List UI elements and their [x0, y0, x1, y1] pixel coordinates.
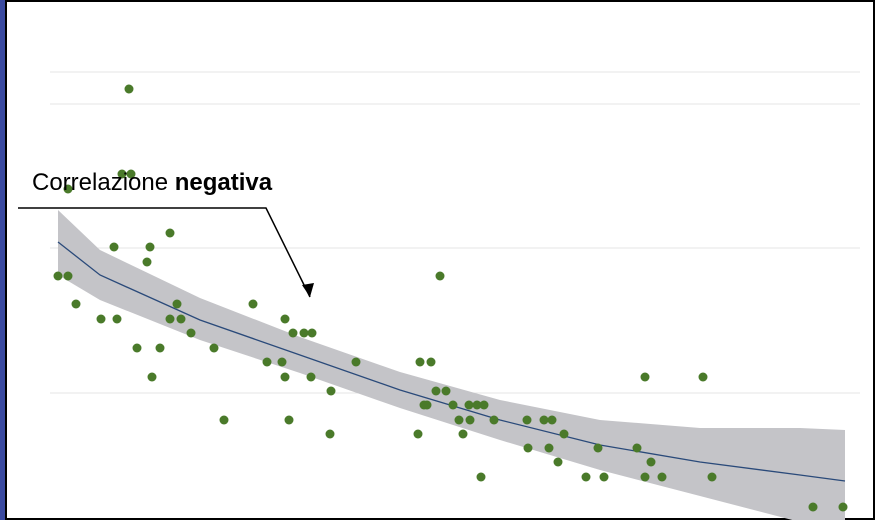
point — [172, 299, 182, 309]
annotation: Correlazione negativa — [32, 169, 273, 196]
annotation-text: Correlazione — [32, 169, 168, 196]
point — [593, 443, 603, 453]
point — [431, 386, 441, 396]
point — [145, 242, 155, 252]
point — [280, 372, 290, 382]
point — [96, 314, 106, 324]
point — [325, 429, 335, 439]
point — [413, 429, 423, 439]
point — [165, 314, 175, 324]
point — [186, 328, 196, 338]
point — [262, 357, 272, 367]
point — [646, 457, 656, 467]
point — [435, 271, 445, 281]
point — [326, 386, 336, 396]
point — [126, 169, 136, 179]
point — [109, 242, 119, 252]
annotation-arrow — [18, 207, 311, 298]
arrow-head — [302, 283, 314, 297]
point — [448, 400, 458, 410]
point — [553, 457, 563, 467]
point — [53, 271, 63, 281]
point — [71, 299, 81, 309]
point — [419, 400, 429, 410]
point — [306, 372, 316, 382]
point — [441, 386, 451, 396]
point — [476, 472, 486, 482]
point — [489, 415, 499, 425]
point — [544, 443, 554, 453]
point — [698, 372, 708, 382]
confidence-band — [58, 210, 845, 520]
point — [277, 357, 287, 367]
point — [522, 415, 532, 425]
point — [248, 299, 258, 309]
point — [288, 328, 298, 338]
point — [176, 314, 186, 324]
left-edge — [0, 0, 6, 520]
point — [142, 257, 152, 267]
point — [426, 357, 436, 367]
point — [599, 472, 609, 482]
point — [523, 443, 533, 453]
point — [147, 372, 157, 382]
point — [657, 472, 667, 482]
point — [351, 357, 361, 367]
point — [632, 443, 642, 453]
point — [299, 328, 309, 338]
point — [581, 472, 591, 482]
point — [559, 429, 569, 439]
point — [155, 343, 165, 353]
point — [640, 472, 650, 482]
point — [838, 502, 848, 512]
point — [209, 343, 219, 353]
point — [165, 228, 175, 238]
annotation-bold: negativa — [175, 169, 273, 196]
point — [415, 357, 425, 367]
point — [280, 314, 290, 324]
point — [472, 400, 482, 410]
point — [63, 271, 73, 281]
grid — [50, 71, 860, 394]
point — [284, 415, 294, 425]
point — [124, 84, 134, 94]
point — [307, 328, 317, 338]
point — [707, 472, 717, 482]
point — [539, 415, 549, 425]
point — [219, 415, 229, 425]
point — [464, 400, 474, 410]
point — [454, 415, 464, 425]
point — [132, 343, 142, 353]
point — [458, 429, 468, 439]
point — [112, 314, 122, 324]
point — [117, 169, 127, 179]
frame — [5, 0, 875, 520]
point — [640, 372, 650, 382]
point — [808, 502, 818, 512]
point — [63, 184, 73, 194]
point — [547, 415, 557, 425]
point — [465, 415, 475, 425]
point — [479, 400, 489, 410]
